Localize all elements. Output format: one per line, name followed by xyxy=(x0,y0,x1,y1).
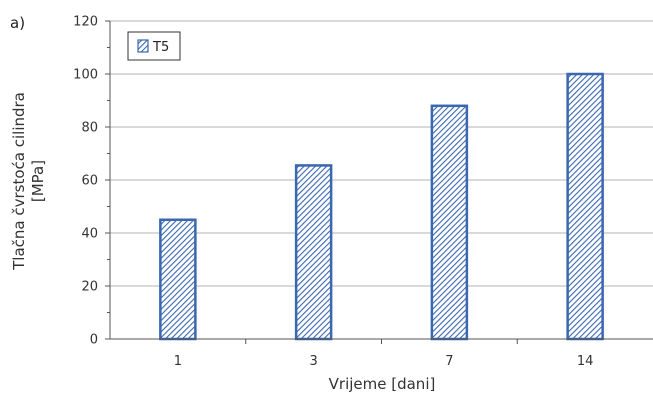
y-axis-title-line-1: Tlačna čvrstoća cilindra xyxy=(10,92,28,271)
legend: T5 xyxy=(127,31,181,61)
legend-box xyxy=(127,31,181,61)
x-tick-label: 7 xyxy=(445,354,453,369)
legend-swatch xyxy=(137,39,149,53)
x-tick-label: 3 xyxy=(309,354,317,369)
y-tick-label: 80 xyxy=(81,121,98,136)
y-tick-label: 100 xyxy=(73,68,98,83)
x-axis-title: Vrijeme [dani] xyxy=(329,375,436,393)
y-axis-title-line-2: [MPa] xyxy=(29,160,47,202)
panel-label: a) xyxy=(10,14,25,32)
x-axis-ticks: 1 3 7 14 xyxy=(174,339,594,369)
y-axis-ticks: 0 20 40 60 80 100 120 xyxy=(73,15,110,348)
y-tick-label: 0 xyxy=(90,333,98,348)
bar xyxy=(159,218,197,341)
bar xyxy=(566,72,604,341)
y-tick-label: 120 xyxy=(73,15,98,30)
bar xyxy=(294,164,333,341)
y-tick-label: 60 xyxy=(81,174,98,189)
y-tick-label: 20 xyxy=(81,280,98,295)
bars xyxy=(159,72,604,341)
x-tick-label: 1 xyxy=(174,354,182,369)
gridlines xyxy=(110,20,653,287)
bar xyxy=(430,104,469,341)
x-tick-label: 14 xyxy=(577,354,594,369)
y-tick-label: 40 xyxy=(81,227,98,242)
legend-label: T5 xyxy=(152,40,169,55)
